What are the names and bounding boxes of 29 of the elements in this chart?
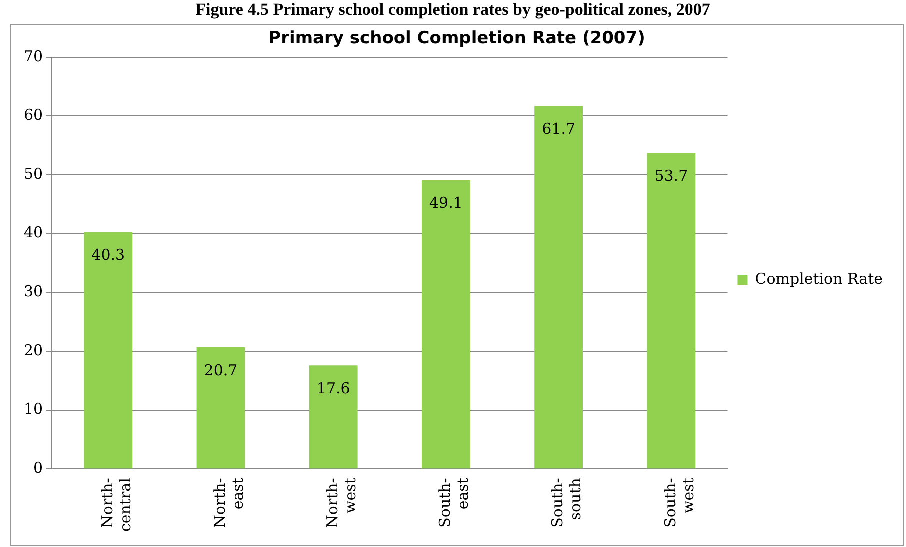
bar [422,180,470,469]
x-tick-label: South-west [661,478,698,528]
x-tick-label: North-east [210,478,247,528]
bar [196,347,246,469]
x-tick-label: North-central [98,478,134,532]
chart-title: Primary school Completion Rate (2007) [268,28,646,49]
data-label: 40.3 [92,246,126,264]
y-tick-label: 50 [24,164,44,183]
x-tick-label: South-south [548,478,585,528]
bar [647,153,696,469]
data-label: 61.7 [542,120,576,138]
data-label: 20.7 [204,361,238,380]
y-tick-label: 70 [24,47,44,66]
y-tick-label: 20 [24,341,44,360]
data-label: 17.6 [316,379,350,398]
bar [534,106,584,469]
y-tick-label: 40 [24,224,44,242]
y-tick-label: 30 [24,282,44,301]
y-tick-label: 0 [34,459,44,478]
bar [309,366,358,469]
legend-label: Completion Rate [755,270,884,288]
y-tick-label: 60 [24,106,44,124]
x-tick-label: South-east [436,478,472,528]
x-tick-label: North-west [323,478,360,528]
caption: Figure 4.5 Primary school completion rates by geo-political zones, 2007 [194,0,712,20]
bar [84,232,133,469]
data-label: 53.7 [654,167,688,186]
y-tick-label: 10 [24,400,44,418]
data-label: 49.1 [430,194,463,212]
